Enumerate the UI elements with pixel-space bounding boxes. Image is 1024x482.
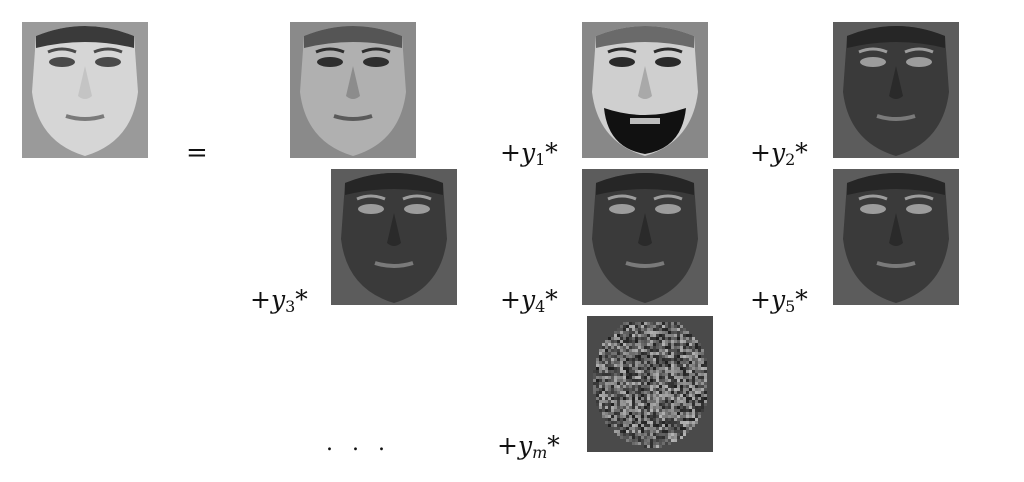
- ellipsis: . . .: [326, 431, 391, 456]
- mean-face-image: [290, 22, 416, 158]
- plus-sign: +: [500, 285, 521, 314]
- coefficient-subscript: 1: [535, 150, 546, 169]
- coefficient-subscript: 5: [785, 297, 796, 316]
- coefficient-var: y: [770, 285, 786, 314]
- original-face-image: [22, 22, 148, 158]
- multiply-sign: *: [795, 138, 808, 167]
- multiply-sign: *: [547, 431, 560, 460]
- plus-sign: +: [250, 285, 271, 314]
- multiply-sign: *: [545, 138, 558, 167]
- coefficient-var: y: [270, 285, 286, 314]
- term-ym: +ym*: [497, 433, 560, 461]
- coefficient-subscript: 3: [285, 297, 296, 316]
- coefficient-var: y: [770, 138, 786, 167]
- multiply-sign: *: [295, 285, 308, 314]
- plus-sign: +: [750, 285, 771, 314]
- term-y5: +y5*: [750, 287, 808, 315]
- eigenface-4-image: [582, 169, 708, 305]
- term-y2: +y2*: [750, 140, 808, 168]
- plus-sign: +: [497, 431, 518, 460]
- plus-sign: +: [500, 138, 521, 167]
- coefficient-var: y: [520, 285, 536, 314]
- coefficient-subscript: m: [532, 443, 548, 462]
- coefficient-subscript: 2: [785, 150, 796, 169]
- eigenface-1-image: [582, 22, 708, 158]
- eigenface-3-image: [331, 169, 457, 305]
- equals-sign: =: [186, 138, 208, 168]
- coefficient-subscript: 4: [535, 297, 546, 316]
- term-y3: +y3*: [250, 287, 308, 315]
- multiply-sign: *: [795, 285, 808, 314]
- plus-sign: +: [750, 138, 771, 167]
- term-y4: +y4*: [500, 287, 558, 315]
- eigenface-m-image: [587, 316, 713, 452]
- eigenface-2-image: [833, 22, 959, 158]
- multiply-sign: *: [545, 285, 558, 314]
- coefficient-var: y: [520, 138, 536, 167]
- coefficient-var: y: [517, 431, 533, 460]
- term-y1: +y1*: [500, 140, 558, 168]
- eigenface-5-image: [833, 169, 959, 305]
